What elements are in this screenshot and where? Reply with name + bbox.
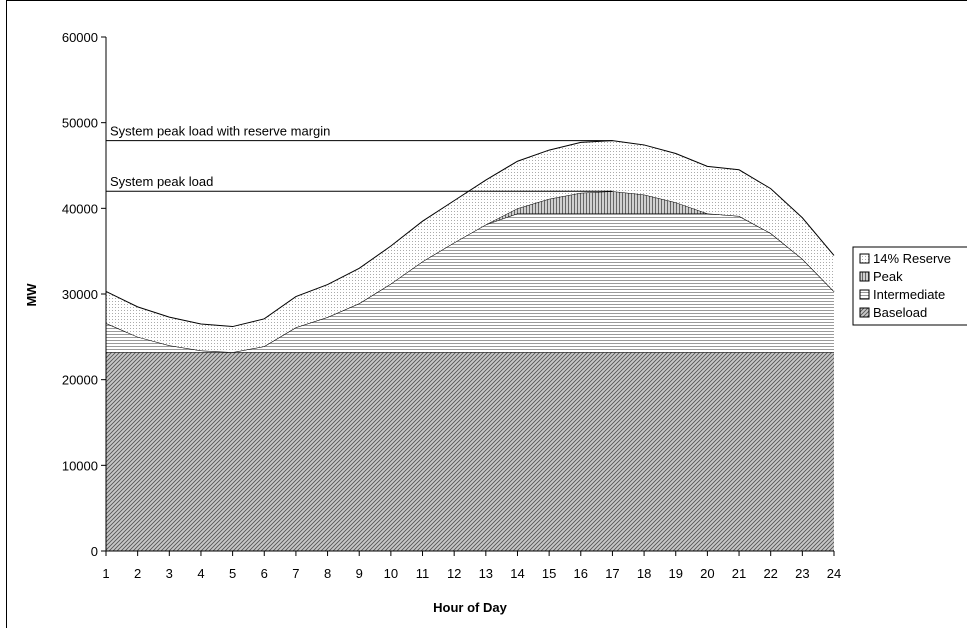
chart-frame <box>6 0 967 628</box>
y-ticks: 0 10000 20000 30000 40000 50000 60000 <box>62 30 106 559</box>
x-tick-label: 6 <box>261 566 268 581</box>
x-tick-label: 15 <box>542 566 556 581</box>
legend-box <box>852 246 967 326</box>
x-tick-label: 4 <box>197 566 204 581</box>
reference-line-label-1: System peak load <box>110 174 213 189</box>
y-tick-label: 40000 <box>62 201 98 216</box>
legend-swatch <box>859 253 870 264</box>
x-tick-label: 5 <box>229 566 236 581</box>
x-tick-label: 22 <box>763 566 777 581</box>
y-tick-label: 10000 <box>62 458 98 473</box>
x-tick-label: 7 <box>292 566 299 581</box>
x-tick-label: 9 <box>356 566 363 581</box>
x-tick-label: 17 <box>605 566 619 581</box>
x-tick-label: 10 <box>384 566 398 581</box>
x-tick-label: 13 <box>479 566 493 581</box>
reference-line-label-0: System peak load with reserve margin <box>110 124 330 139</box>
x-tick-label: 23 <box>795 566 809 581</box>
y-axis-title: MW <box>24 283 39 307</box>
stacked-areas <box>105 140 835 551</box>
area-intermediate <box>106 213 834 353</box>
x-ticks: 1 2 3 4 5 6 7 8 9 10 11 12 13 14 15 16 17 18 19 20 21 22 23 24 <box>102 551 841 581</box>
x-tick-label: 20 <box>700 566 714 581</box>
x-tick-label: 19 <box>669 566 683 581</box>
area-baseload <box>106 352 834 551</box>
x-tick-label: 16 <box>574 566 588 581</box>
x-tick-label: 18 <box>637 566 651 581</box>
x-tick-label: 24 <box>827 566 841 581</box>
series-line-14-reserve <box>105 140 835 328</box>
legend-label: 14% Reserve <box>873 251 951 266</box>
x-tick-label: 14 <box>510 566 524 581</box>
y-tick-label: 0 <box>91 544 98 559</box>
y-tick-label: 60000 <box>62 30 98 45</box>
x-axis-title: Hour of Day <box>433 600 507 615</box>
reference-lines: System peak load with reserve margin Syst… <box>106 124 613 192</box>
x-tick-label: 21 <box>732 566 746 581</box>
y-tick-label: 50000 <box>62 116 98 131</box>
legend: 14% Reserve Peak Intermediate Baseload <box>852 246 967 326</box>
legend-swatch <box>859 307 870 318</box>
x-tick-label: 8 <box>324 566 331 581</box>
x-tick-label: 11 <box>416 566 430 581</box>
x-tick-label: 3 <box>166 566 173 581</box>
legend-label: Intermediate <box>873 287 945 302</box>
y-tick-label: 30000 <box>62 287 98 302</box>
legend-label: Peak <box>873 269 903 284</box>
x-tick-label: 12 <box>447 566 461 581</box>
y-tick-label: 20000 <box>62 373 98 388</box>
legend-label: Baseload <box>873 305 927 320</box>
legend-swatch <box>859 271 870 282</box>
legend-swatch <box>859 289 870 300</box>
x-tick-label: 2 <box>134 566 141 581</box>
area-14-reserve <box>106 140 834 353</box>
x-tick-label: 1 <box>102 566 109 581</box>
